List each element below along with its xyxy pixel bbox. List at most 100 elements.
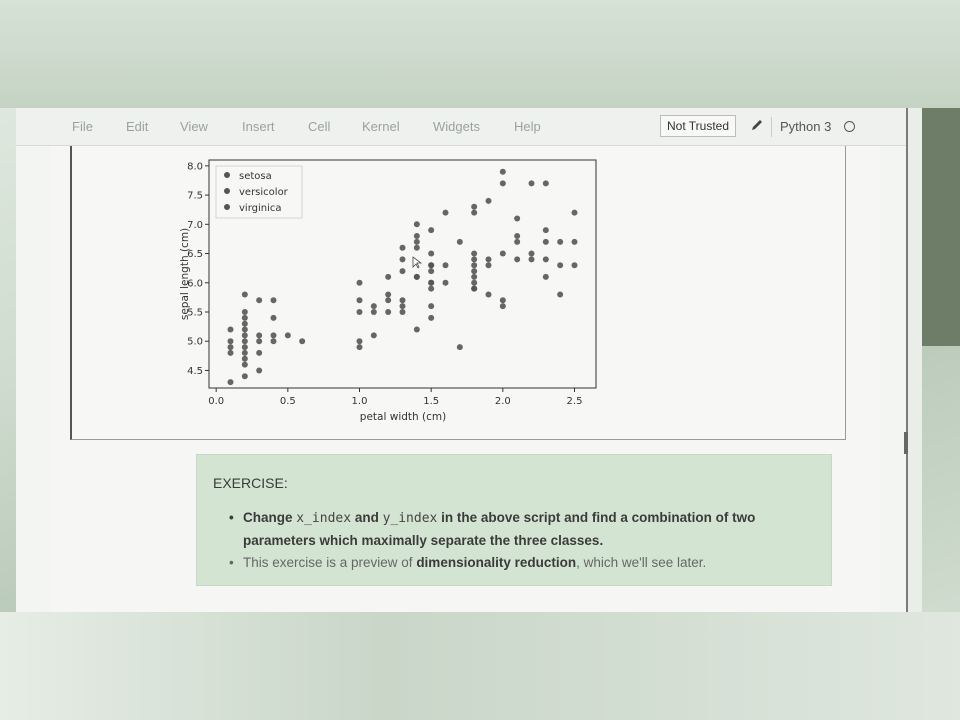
menu-insert[interactable]: Insert xyxy=(242,119,275,134)
menu-kernel[interactable]: Kernel xyxy=(362,119,400,134)
point-virginica-28 xyxy=(528,180,535,187)
point-versicolor-21 xyxy=(413,238,420,245)
kernel-divider xyxy=(771,117,772,137)
point-setosa-25 xyxy=(270,297,277,304)
scrollbar-track[interactable] xyxy=(906,108,922,612)
point-versicolor-16 xyxy=(399,256,406,263)
x-tick-label: 1.5 xyxy=(423,396,439,407)
not-trusted-button[interactable]: Not Trusted xyxy=(660,115,736,137)
point-virginica-2 xyxy=(428,262,435,269)
point-setosa-19 xyxy=(256,338,263,345)
point-virginica-13 xyxy=(485,291,492,298)
y-tick-label: 5.5 xyxy=(187,308,203,319)
point-setosa-9 xyxy=(241,344,248,351)
point-virginica-1 xyxy=(428,279,435,286)
menubar: File Edit View Insert Cell Kernel Widget… xyxy=(16,108,906,146)
point-versicolor-24 xyxy=(428,314,435,321)
point-virginica-19 xyxy=(499,250,506,257)
legend-marker-versicolor xyxy=(224,188,230,194)
menu-widgets[interactable]: Widgets xyxy=(433,119,480,134)
point-versicolor-5 xyxy=(370,332,377,339)
pencil-icon[interactable] xyxy=(750,118,764,132)
point-setosa-12 xyxy=(241,326,248,333)
x-tick-label: 1.0 xyxy=(352,396,368,407)
side-panel xyxy=(922,108,960,346)
code-x-index: x_index xyxy=(296,511,352,526)
point-virginica-27 xyxy=(528,250,535,257)
point-versicolor-3 xyxy=(356,297,363,304)
point-virginica-33 xyxy=(542,180,549,187)
point-virginica-26 xyxy=(528,256,535,263)
y-tick-label: 8.0 xyxy=(187,161,203,172)
point-versicolor-17 xyxy=(399,244,406,251)
menu-file[interactable]: File xyxy=(72,119,93,134)
point-setosa-4 xyxy=(227,326,234,333)
y-tick-label: 4.5 xyxy=(187,366,203,377)
point-setosa-24 xyxy=(270,314,277,321)
point-virginica-18 xyxy=(499,297,506,304)
point-versicolor-18 xyxy=(413,326,420,333)
point-setosa-11 xyxy=(241,332,248,339)
legend-label-versicolor: versicolor xyxy=(239,187,289,198)
point-virginica-31 xyxy=(542,238,549,245)
point-versicolor-22 xyxy=(413,233,420,239)
y-tick-label: 7.5 xyxy=(187,191,203,202)
bullet-dot: • xyxy=(229,555,234,570)
point-setosa-8 xyxy=(241,349,248,356)
point-versicolor-11 xyxy=(385,273,392,280)
point-versicolor-2 xyxy=(356,309,363,315)
point-virginica-10 xyxy=(471,250,478,257)
point-setosa-14 xyxy=(241,314,248,321)
point-versicolor-13 xyxy=(399,303,406,310)
scrollbar-thumb[interactable] xyxy=(904,432,908,454)
menu-cell[interactable]: Cell xyxy=(308,119,331,134)
point-versicolor-23 xyxy=(413,221,420,228)
exercise-title: EXERCISE: xyxy=(213,475,288,491)
y-axis-label: sepal length (cm) xyxy=(179,228,191,320)
point-versicolor-25 xyxy=(428,303,435,310)
point-virginica-3 xyxy=(442,209,449,216)
y-tick-label: 6.0 xyxy=(187,278,203,289)
exercise-bullet-1: • Change x_index and y_index in the above… xyxy=(229,507,803,552)
mouse-cursor-icon xyxy=(412,256,422,269)
point-versicolor-30 xyxy=(428,250,435,257)
point-virginica-17 xyxy=(499,303,506,310)
point-setosa-15 xyxy=(241,309,248,315)
menu-view[interactable]: View xyxy=(180,119,208,134)
y-tick-label: 5.0 xyxy=(187,337,203,348)
point-virginica-36 xyxy=(557,238,564,245)
point-virginica-15 xyxy=(485,256,492,263)
point-versicolor-8 xyxy=(385,309,392,315)
point-virginica-16 xyxy=(485,197,492,204)
point-virginica-39 xyxy=(571,209,578,216)
kernel-name: Python 3 xyxy=(780,119,832,134)
menu-help[interactable]: Help xyxy=(514,119,541,134)
point-versicolor-0 xyxy=(356,344,363,351)
legend: setosa versicolor virginica xyxy=(215,165,303,219)
point-virginica-22 xyxy=(514,256,521,263)
legend-marker-virginica xyxy=(224,204,230,210)
exercise-box: EXERCISE: • Change x_index and y_index in… xyxy=(196,454,832,586)
legend-label-setosa: setosa xyxy=(239,171,272,182)
x-tick-label: 2.5 xyxy=(567,396,583,407)
notebook-body: 0.0 0.5 1.0 1.5 2.0 2.5 4.5 5.0 5.5 6.0 6.5 7.0 7.5 8… xyxy=(50,146,880,612)
point-setosa-17 xyxy=(256,367,263,374)
point-versicolor-33 xyxy=(442,262,449,269)
point-virginica-24 xyxy=(514,233,521,239)
x-tick-label: 0.5 xyxy=(280,396,296,407)
point-virginica-32 xyxy=(542,227,549,234)
point-virginica-30 xyxy=(542,256,549,263)
point-versicolor-7 xyxy=(370,303,377,310)
point-setosa-7 xyxy=(241,355,248,362)
point-setosa-23 xyxy=(270,332,277,339)
point-virginica-29 xyxy=(542,273,549,280)
point-setosa-0 xyxy=(227,379,234,386)
menu-edit[interactable]: Edit xyxy=(126,119,149,134)
point-setosa-1 xyxy=(227,349,234,356)
exercise-bullet-2: • This exercise is a preview of dimension… xyxy=(229,552,803,574)
point-versicolor-15 xyxy=(399,268,406,275)
x-tick-label: 0.0 xyxy=(208,396,224,407)
bullet-dot: • xyxy=(229,510,234,525)
point-setosa-2 xyxy=(227,344,234,351)
point-virginica-8 xyxy=(471,262,478,269)
